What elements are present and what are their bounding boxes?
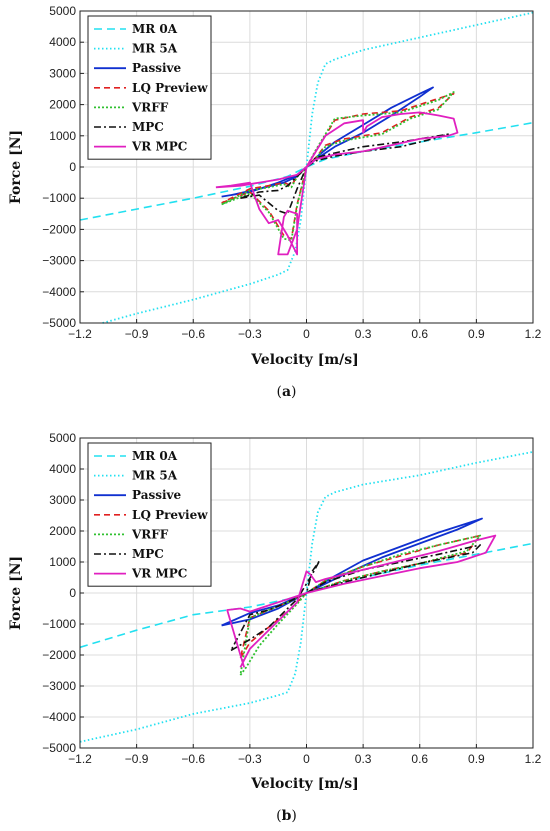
- x-tick-label: 0.3: [355, 752, 372, 766]
- x-tick-label: 0.6: [411, 752, 428, 766]
- series-line-lq-preview: [239, 534, 482, 659]
- x-tick-label: 0: [303, 752, 310, 766]
- series-line-vr-mpc: [226, 534, 497, 668]
- legend-label: MR 0A: [132, 22, 178, 36]
- y-tick-label: −4000: [42, 710, 76, 724]
- legend-label: MPC: [132, 547, 164, 561]
- series-line-vr-mpc: [215, 111, 459, 256]
- chart-panel-a: −1.2 −0.9 −0.6 −0.3 0 0.3 0.6 0.9 1.2 −5000 −4000 −…: [8, 4, 542, 400]
- caption-letter: b: [282, 808, 292, 824]
- x-tick-label: −1.2: [68, 327, 92, 341]
- caption-open: (: [276, 808, 281, 824]
- y-tick-label: 1000: [49, 555, 76, 569]
- x-tick-label: −0.3: [238, 327, 262, 341]
- series-line-mr-5a: [79, 451, 534, 743]
- x-tick-label: 0.9: [468, 327, 485, 341]
- legend-label: VRFF: [131, 527, 169, 541]
- legend-label: MR 0A: [132, 449, 178, 463]
- x-tick-label: 0.9: [468, 752, 485, 766]
- y-tick-label: −5000: [42, 741, 76, 755]
- x-tick-label: −0.9: [125, 752, 149, 766]
- x-tick-label: −0.3: [238, 752, 262, 766]
- x-axis-label: Velocity [m/s]: [250, 352, 359, 368]
- chart-panel-b: −1.2 −0.9 −0.6 −0.3 0 0.3 0.6 0.9 1.2 −5000 −4000 −…: [8, 431, 542, 824]
- y-tick-label: −3000: [42, 254, 76, 268]
- series-line-mpc: [230, 544, 482, 652]
- panel-caption: (b): [276, 808, 297, 824]
- x-tick-label: 0.6: [411, 327, 428, 341]
- legend: MR 0A MR 5A Passive LQ Preview VRFF MPC VR MPC: [87, 442, 212, 587]
- y-tick-label: −3000: [42, 679, 76, 693]
- x-tick-label: −0.6: [181, 752, 205, 766]
- y-tick-label: 2000: [49, 98, 76, 112]
- y-tick-label: 1000: [49, 129, 76, 143]
- series-line-mpc: [240, 133, 449, 215]
- y-tick-label: 5000: [49, 431, 76, 445]
- legend-label: MR 5A: [132, 469, 178, 483]
- legend-label: MPC: [132, 120, 164, 134]
- x-tick-label: −0.9: [125, 327, 149, 341]
- caption-close: ): [291, 384, 296, 400]
- legend-label: VRFF: [131, 100, 169, 114]
- y-tick-label: 3000: [49, 66, 76, 80]
- y-tick-label: 4000: [49, 35, 76, 49]
- x-tick-label: 0: [303, 327, 310, 341]
- y-tick-label: −2000: [42, 222, 76, 236]
- y-axis-label: Force [N]: [8, 556, 24, 630]
- legend-label: VR MPC: [131, 567, 187, 581]
- y-tick-label: −2000: [42, 648, 76, 662]
- x-tick-label: 1.2: [525, 327, 542, 341]
- x-tick-label: −1.2: [68, 752, 92, 766]
- y-tick-label: 0: [69, 586, 76, 600]
- series-line-passive: [221, 86, 434, 198]
- y-tick-label: −4000: [42, 285, 76, 299]
- x-axis-label: Velocity [m/s]: [250, 776, 359, 792]
- y-tick-label: −5000: [42, 316, 76, 330]
- legend-label: VR MPC: [131, 140, 187, 154]
- x-tick-label: 0.3: [355, 327, 372, 341]
- y-tick-label: 0: [69, 160, 76, 174]
- caption-letter: a: [282, 384, 291, 400]
- legend-label: Passive: [132, 61, 182, 75]
- series-line-mr-0a: [79, 121, 534, 221]
- y-tick-label: −1000: [42, 191, 76, 205]
- caption-close: ): [291, 808, 296, 824]
- legend-label: LQ Preview: [132, 508, 208, 522]
- y-tick-label: −1000: [42, 617, 76, 631]
- legend-label: LQ Preview: [132, 81, 208, 95]
- y-tick-label: 3000: [49, 493, 76, 507]
- y-tick-label: 5000: [49, 4, 76, 18]
- x-tick-label: 1.2: [525, 752, 542, 766]
- y-tick-label: 4000: [49, 462, 76, 476]
- x-tick-label: −0.6: [181, 327, 205, 341]
- panel-caption: (a): [276, 384, 296, 400]
- legend: MR 0A MR 5A Passive LQ Preview VRFF MPC VR MPC: [87, 15, 212, 160]
- y-tick-label: 2000: [49, 524, 76, 538]
- y-axis-label: Force [N]: [8, 130, 24, 204]
- legend-label: Passive: [132, 488, 182, 502]
- series-line-mr-5a: [102, 11, 534, 324]
- legend-label: MR 5A: [132, 42, 178, 56]
- caption-open: (: [276, 384, 281, 400]
- series-line-mr-0a: [79, 542, 534, 649]
- series-line-vrff: [221, 91, 455, 242]
